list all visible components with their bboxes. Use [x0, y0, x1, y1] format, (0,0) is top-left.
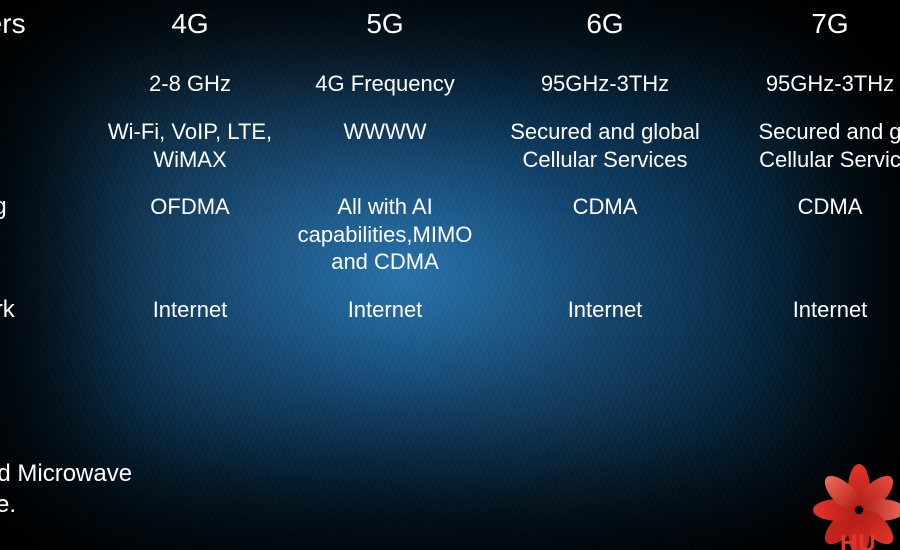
col-header-5g: 5G	[280, 0, 490, 60]
cell: Wi-Fi, VoIP, LTE, WiMAX	[100, 108, 280, 183]
cell: Internet	[490, 286, 720, 334]
col-header-4g: 4G	[100, 0, 280, 60]
col-header-7g: 7G	[720, 0, 900, 60]
cell: Internet	[100, 286, 280, 334]
footer-line: Future.	[0, 489, 132, 520]
cell: Secured and global Cellular Services	[490, 108, 720, 183]
row-label: etwork	[0, 286, 100, 334]
cell: Internet	[720, 286, 900, 334]
row-label: ency	[0, 60, 100, 108]
cell: 2-8 GHz	[100, 60, 280, 108]
col-header-parameters: meters	[0, 0, 100, 60]
cell: 4G Frequency	[280, 60, 490, 108]
cell: 95GHz-3THz	[720, 60, 900, 108]
row-label: lexing	[0, 183, 100, 231]
comparison-table: meters 4G 5G 6G 7G ency 2-8 GHz 4G Frequ…	[0, 0, 900, 334]
footer-line: ss and Microwave	[0, 458, 132, 489]
footer-text: ss and Microwave Future.	[0, 458, 132, 520]
cell: All with AI capabilities,MIMO and CDMA	[280, 183, 490, 286]
col-header-6g: 6G	[490, 0, 720, 60]
cell: CDMA	[720, 183, 900, 231]
cell: CDMA	[490, 183, 720, 231]
cell: WWWW	[280, 108, 490, 156]
cell: OFDMA	[100, 183, 280, 231]
huawei-logo: HU	[800, 466, 900, 550]
cell: Secured and g Cellular Servic	[720, 108, 900, 183]
cell: Internet	[280, 286, 490, 334]
row-label: e	[0, 108, 100, 156]
logo-text: HU	[840, 530, 877, 550]
cell: 95GHz-3THz	[490, 60, 720, 108]
